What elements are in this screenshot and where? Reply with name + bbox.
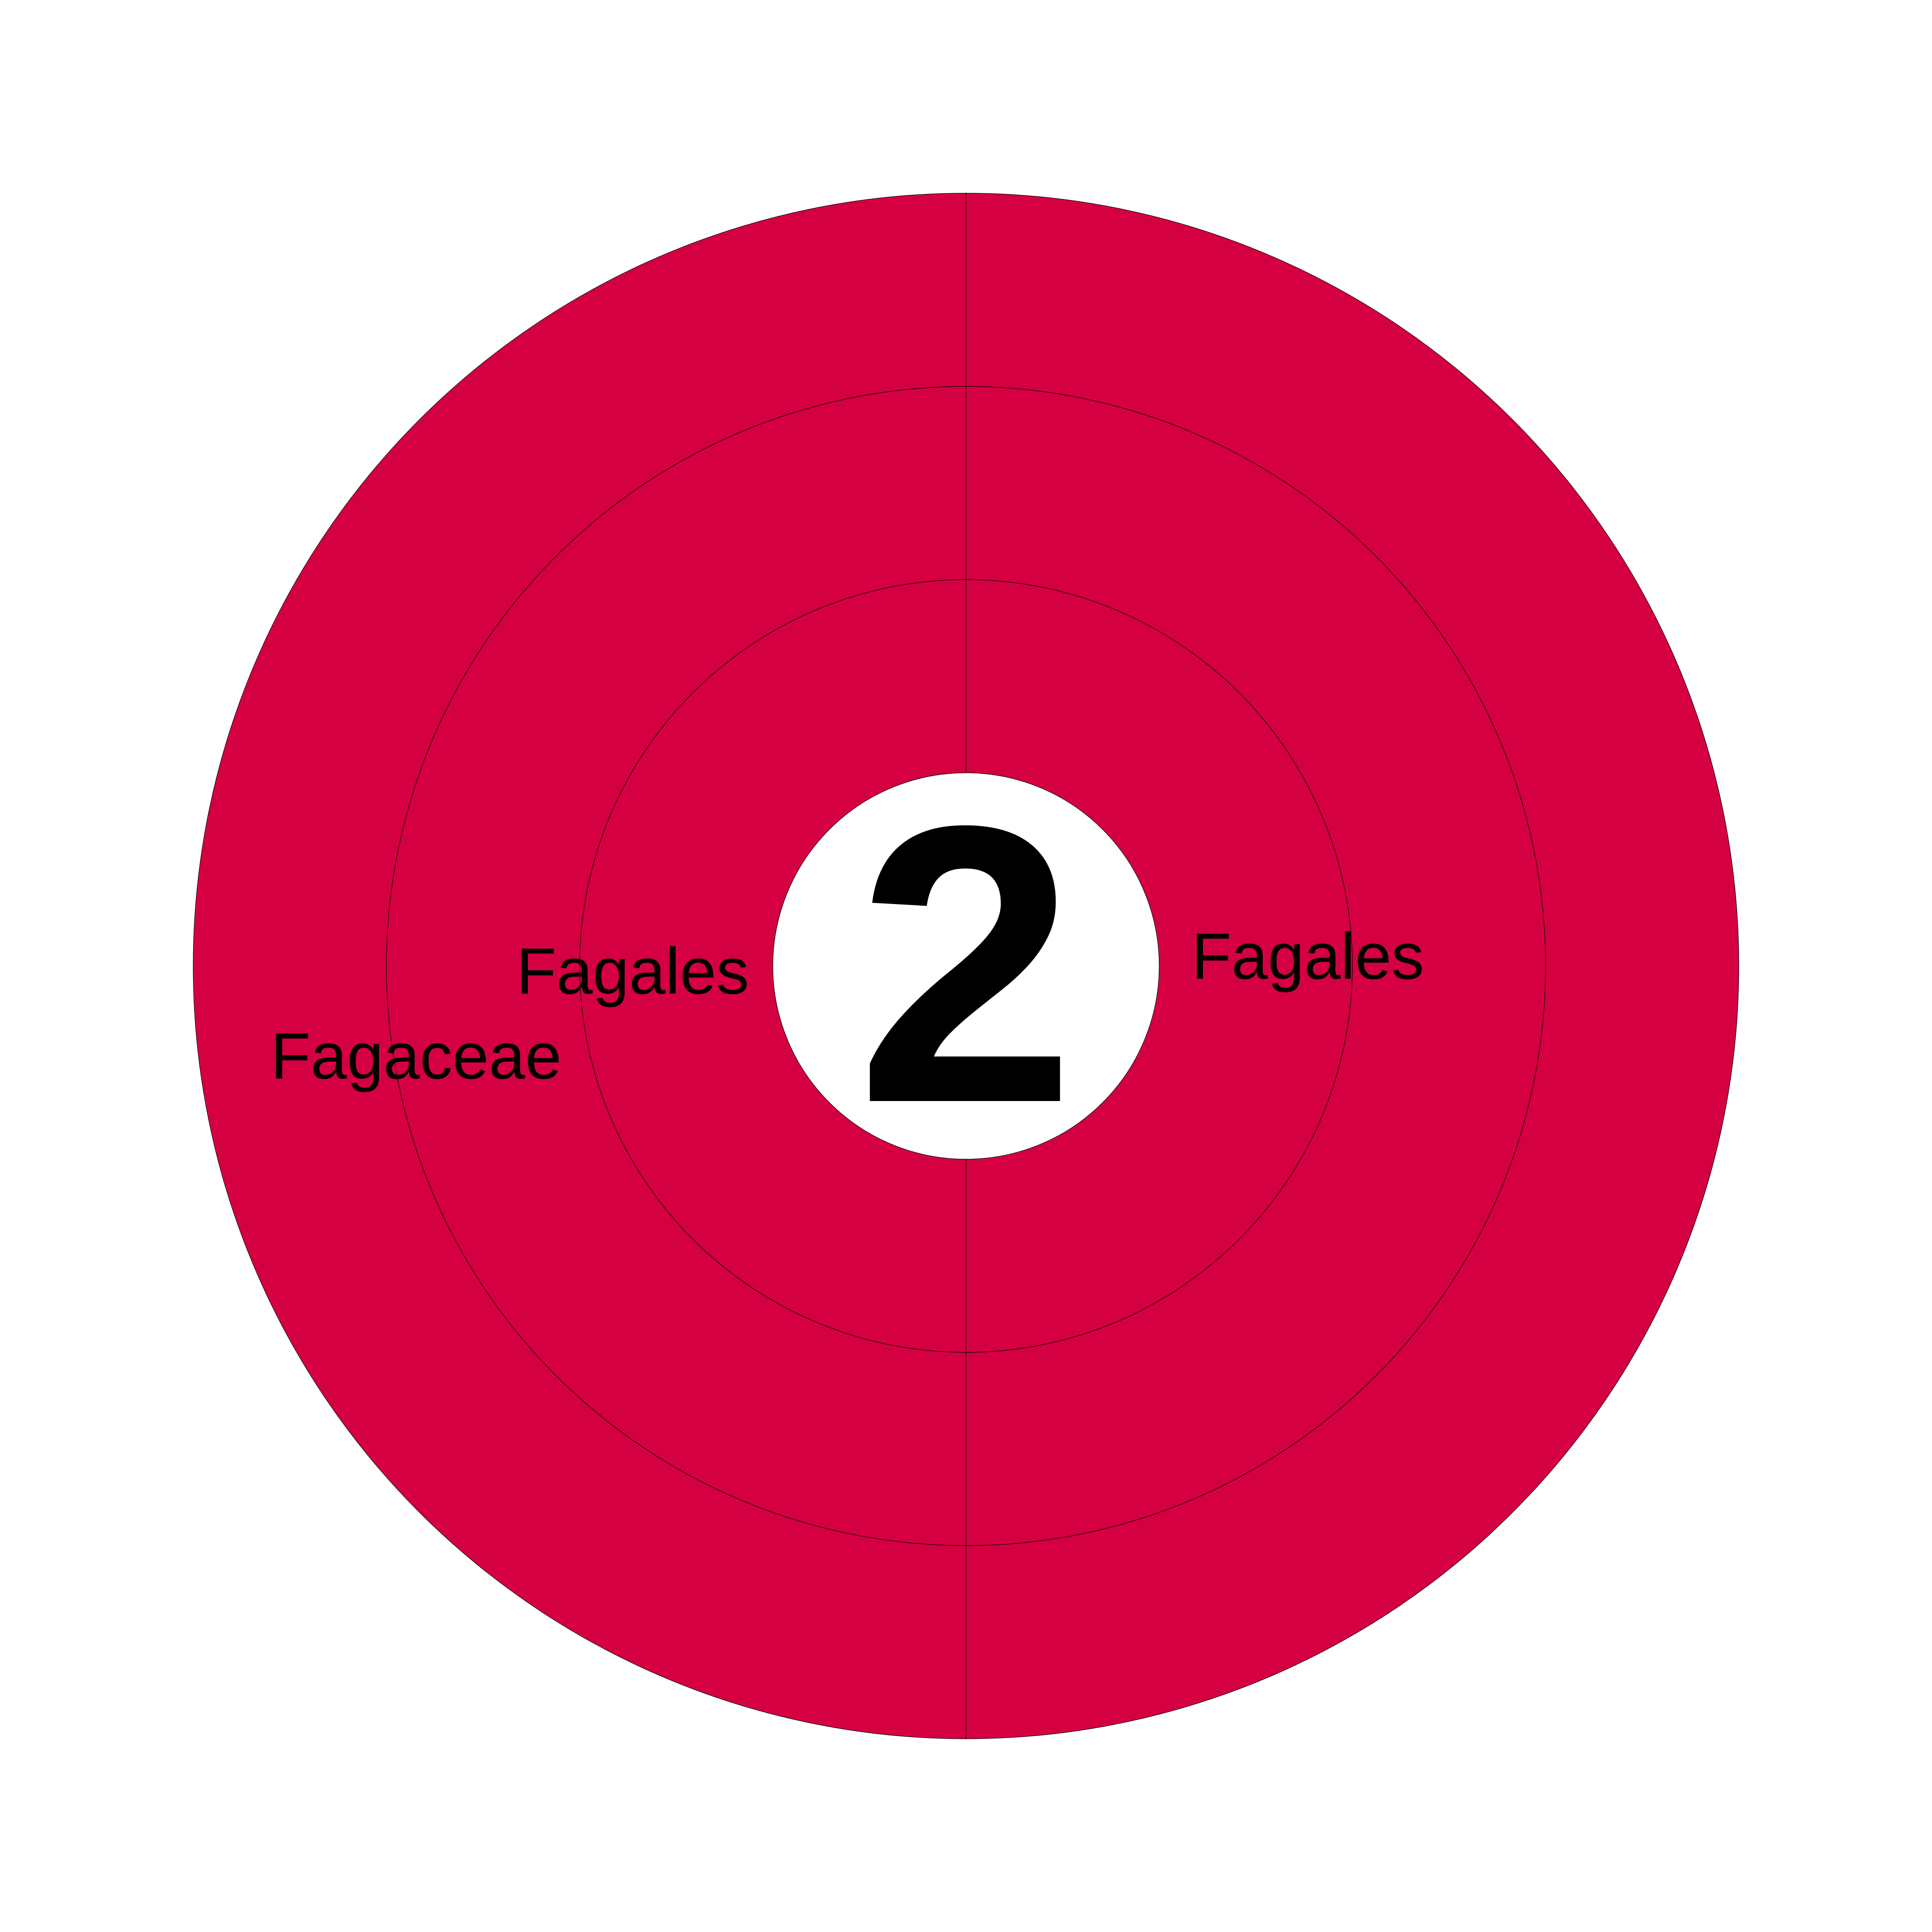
ring-3-segment-1 [966, 193, 1739, 1739]
ring-3-segment-2 [193, 193, 966, 1739]
ring-layer [193, 193, 1739, 1739]
ring-3-segment-1-label: Fagaceae [271, 1020, 562, 1093]
center-count-label: 2 [856, 744, 1076, 1185]
ring-1-segment-1-label: Fagales [516, 935, 749, 1008]
label-layer: Fagales Fagales Fagaceae [271, 920, 1424, 1093]
ring-1-segment-2-label: Fagales [1191, 920, 1424, 993]
